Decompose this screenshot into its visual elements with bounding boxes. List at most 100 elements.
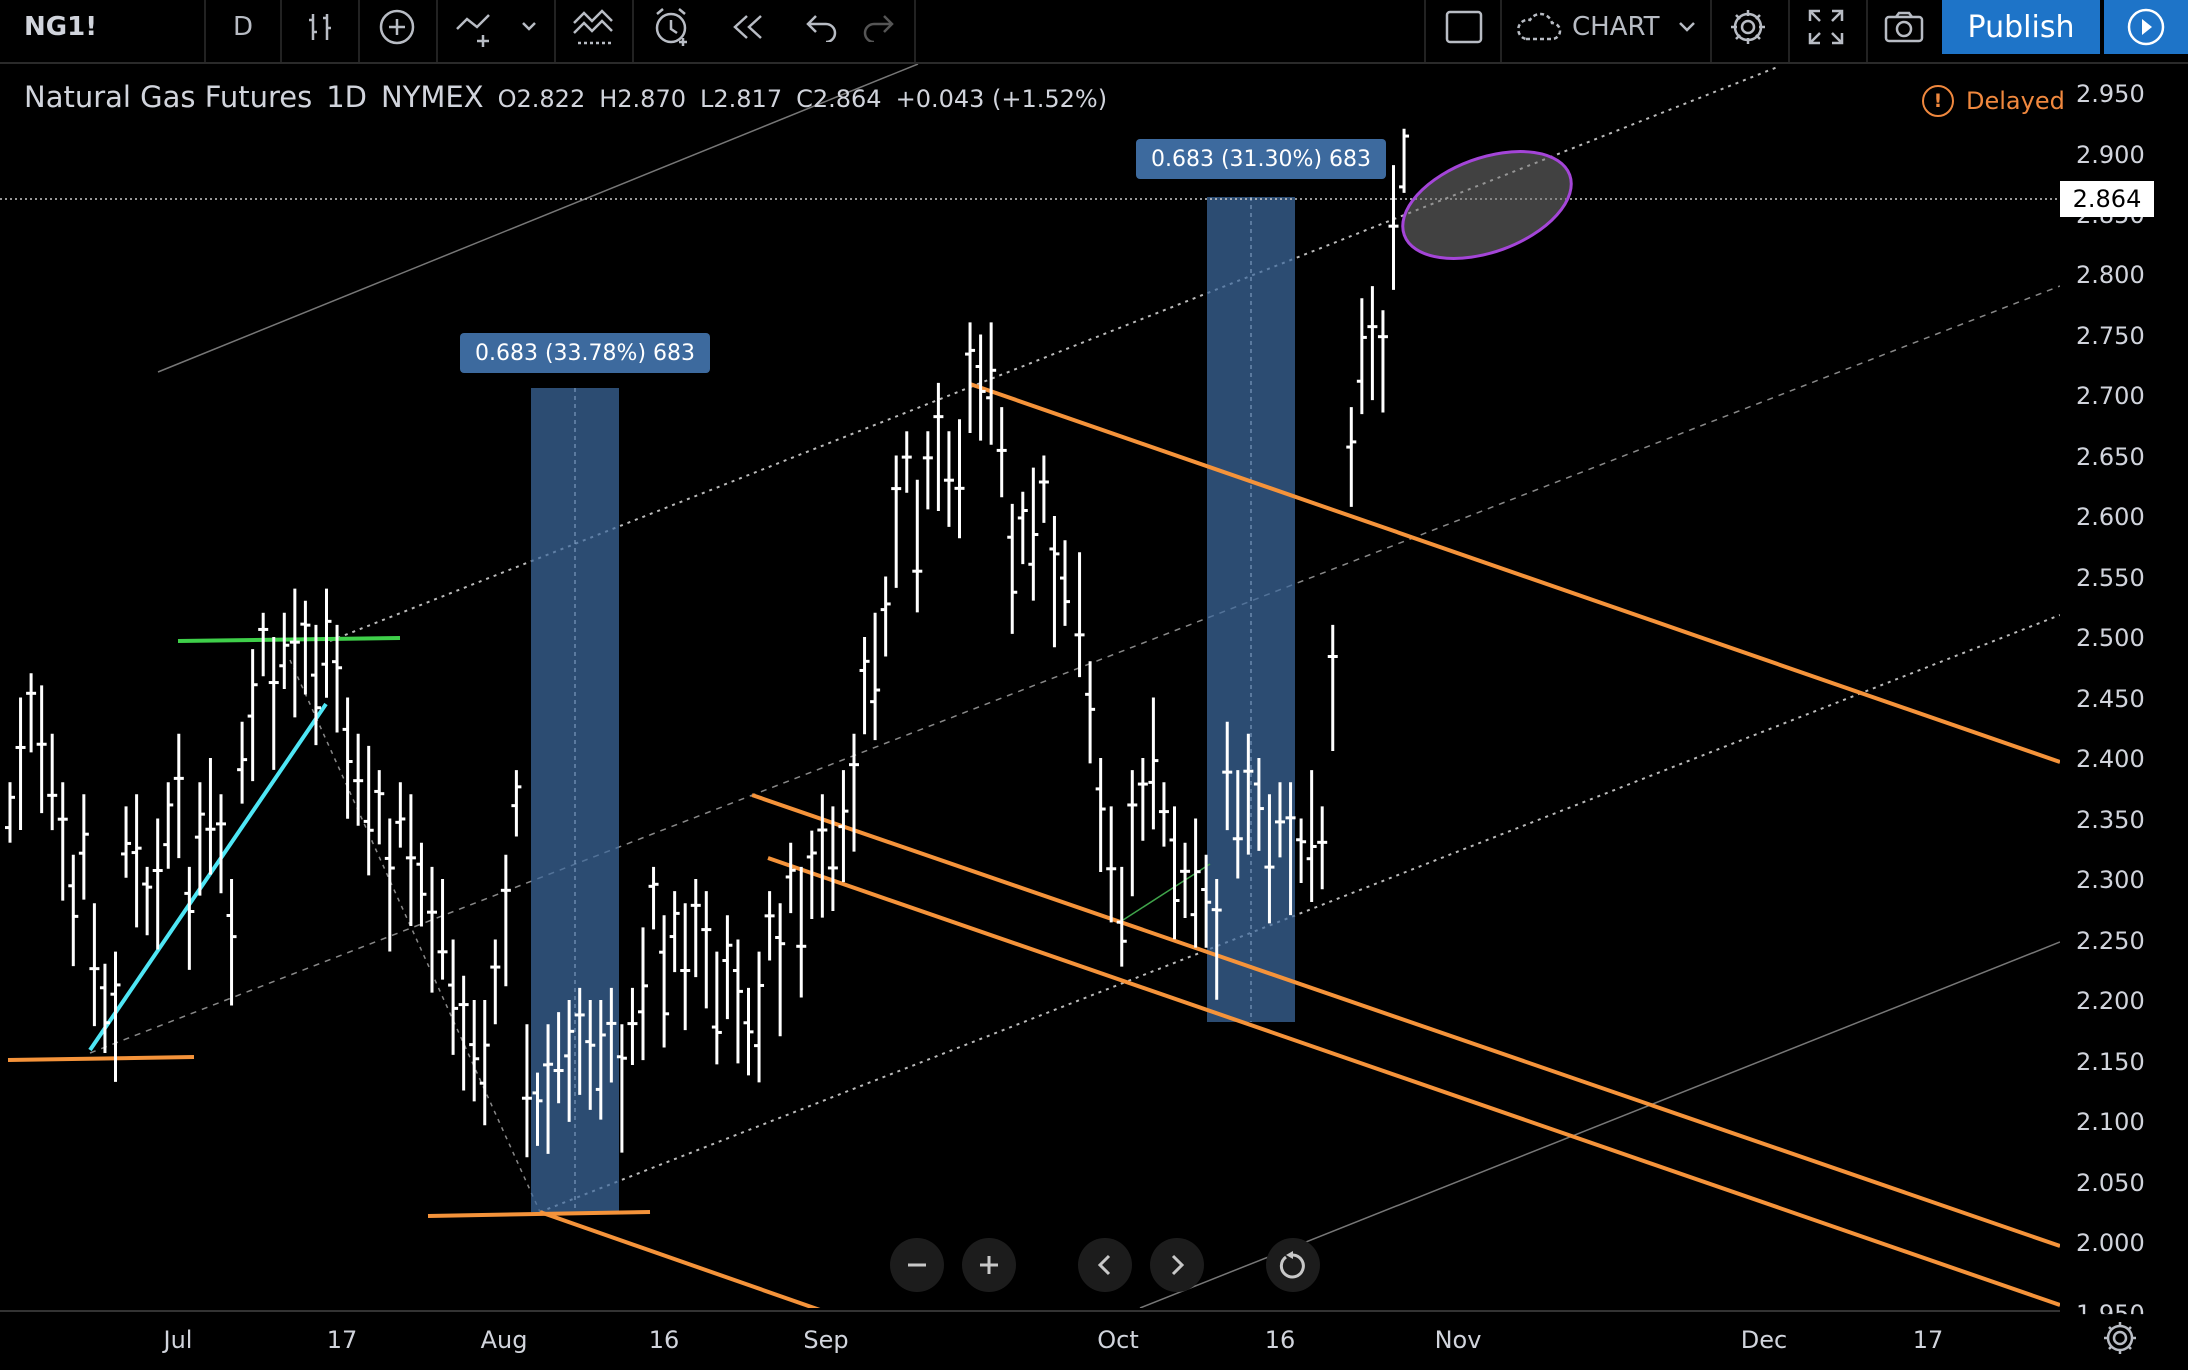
ohlc-bar: [1017, 491, 1028, 565]
add-indicator-icon[interactable]: [366, 0, 428, 54]
ohlc-bar: [711, 951, 722, 1065]
snapshot-icon[interactable]: [1872, 0, 1936, 54]
time-scale[interactable]: Jul 17 Aug 16 Sep Oct 16 Nov Dec 17: [0, 1310, 2060, 1370]
ohlc-bar: [405, 794, 416, 926]
orange-trendline[interactable]: [539, 1210, 821, 1310]
ohlc-bar: [289, 588, 300, 718]
pitchfork-handle-line[interactable]: [289, 659, 541, 1213]
ohlc-bar: [131, 794, 142, 928]
toolbar-divider: [554, 0, 556, 62]
ohlc-bar: [416, 842, 427, 927]
scale-settings-icon[interactable]: [2100, 1318, 2140, 1358]
price-tick: 2.100: [2076, 1108, 2145, 1136]
ohlc-bar: [205, 758, 216, 875]
compare-icon[interactable]: [448, 0, 548, 54]
chart-canvas[interactable]: [0, 64, 2060, 1310]
time-tick: 16: [648, 1326, 680, 1354]
ohlc-bar: [363, 745, 374, 876]
cyan-trendline[interactable]: [88, 702, 328, 1052]
legend-close: C2.864: [796, 85, 882, 113]
ohlc-bar: [532, 1072, 543, 1146]
ohlc-bar: [437, 879, 448, 980]
ohlc-bar: [1296, 818, 1307, 883]
ohlc-bar: [1285, 782, 1296, 916]
scroll-left-button[interactable]: [1078, 1238, 1132, 1292]
layout-icon[interactable]: [1432, 0, 1496, 54]
ohlc-bar: [163, 782, 174, 869]
replay-icon[interactable]: [716, 0, 780, 54]
ohlc-bar: [1038, 455, 1049, 523]
channel-dotted-line[interactable]: [89, 285, 2060, 1054]
ohlc-bar: [1222, 721, 1233, 831]
ohlc-bar: [1399, 128, 1410, 193]
price-tick: 1.950: [2076, 1300, 2145, 1315]
toolbar-divider: [1788, 0, 1790, 62]
orange-support-line[interactable]: [7, 1055, 195, 1062]
ohlc-bar: [374, 770, 385, 845]
time-tick: Nov: [1434, 1326, 1482, 1354]
ohlc-bar: [68, 854, 79, 967]
redo-icon[interactable]: [846, 0, 910, 54]
ohlc-bar: [216, 794, 226, 894]
bar-style-icon[interactable]: [290, 0, 352, 54]
ohlc-bar: [1211, 879, 1222, 1000]
ohlc-bar: [173, 733, 184, 859]
undo-icon[interactable]: [790, 0, 854, 54]
zoom-out-button[interactable]: [890, 1238, 944, 1292]
scroll-right-button[interactable]: [1150, 1238, 1204, 1292]
price-scale[interactable]: 2.950 2.900 2.850 2.800 2.750 2.700 2.65…: [2060, 64, 2188, 1314]
ohlc-bar: [1232, 770, 1243, 879]
orange-trendline[interactable]: [767, 856, 2060, 1307]
ohlc-bar: [954, 419, 965, 539]
ohlc-bar: [152, 818, 163, 950]
chart-save-button[interactable]: CHART: [1514, 0, 1694, 54]
fullscreen-icon[interactable]: [1794, 0, 1858, 54]
settings-icon[interactable]: [1716, 0, 1780, 54]
pitchfork-upper-line[interactable]: [157, 64, 919, 373]
indicators-icon[interactable]: [562, 0, 626, 54]
price-tick: 2.900: [2076, 141, 2145, 169]
publish-button[interactable]: Publish: [1942, 0, 2100, 54]
ohlc-bar: [1049, 516, 1060, 648]
price-tick: 2.600: [2076, 503, 2145, 531]
ohlc-bar: [543, 1024, 554, 1154]
delayed-badge[interactable]: ! Delayed: [1922, 85, 2065, 117]
ohlc-bar: [975, 334, 986, 441]
chevron-down-icon[interactable]: [1670, 0, 1704, 54]
measure-label[interactable]: 0.683 (33.78%) 683: [460, 333, 711, 373]
last-price-tag: 2.864: [2060, 181, 2154, 217]
ohlc-bar: [553, 1012, 564, 1104]
interval-selector[interactable]: D: [232, 12, 254, 42]
green-resistance-line[interactable]: [177, 636, 401, 643]
measure-label[interactable]: 0.683 (31.30%) 683: [1136, 139, 1387, 179]
reset-chart-button[interactable]: [1266, 1238, 1320, 1292]
ohlc-bar: [1095, 758, 1106, 873]
orange-trendline[interactable]: [751, 793, 2060, 1248]
zoom-in-button[interactable]: [962, 1238, 1016, 1292]
ohlc-bar: [943, 431, 954, 527]
ohlc-bar: [1388, 165, 1399, 290]
play-icon[interactable]: [2104, 0, 2188, 54]
ohlc-bar: [47, 733, 58, 831]
time-tick: Dec: [1740, 1326, 1788, 1354]
ohlc-bar: [891, 455, 902, 588]
ohlc-bar: [89, 903, 100, 1027]
ohlc-bar: [1116, 866, 1127, 967]
ohlc-bar: [849, 733, 859, 852]
ohlc-bar: [564, 1000, 575, 1122]
ohlc-bar: [996, 407, 1007, 498]
price-tick: 2.450: [2076, 685, 2145, 713]
ohlc-bar: [912, 479, 923, 613]
top-toolbar: NG1! D CHART: [0, 0, 2188, 64]
alert-icon[interactable]: [640, 0, 704, 54]
highlight-ellipse[interactable]: [1388, 131, 1586, 280]
symbol-search[interactable]: NG1!: [24, 12, 98, 42]
channel-dotted-line[interactable]: [539, 614, 2060, 1213]
ohlc-bar: [574, 987, 585, 1095]
ohlc-bar: [1367, 286, 1378, 401]
price-tick: 2.300: [2076, 866, 2145, 894]
orange-trendline[interactable]: [969, 382, 2060, 764]
ohlc-bar: [627, 987, 638, 1066]
orange-support-line[interactable]: [427, 1210, 651, 1218]
warning-icon: !: [1922, 85, 1954, 117]
